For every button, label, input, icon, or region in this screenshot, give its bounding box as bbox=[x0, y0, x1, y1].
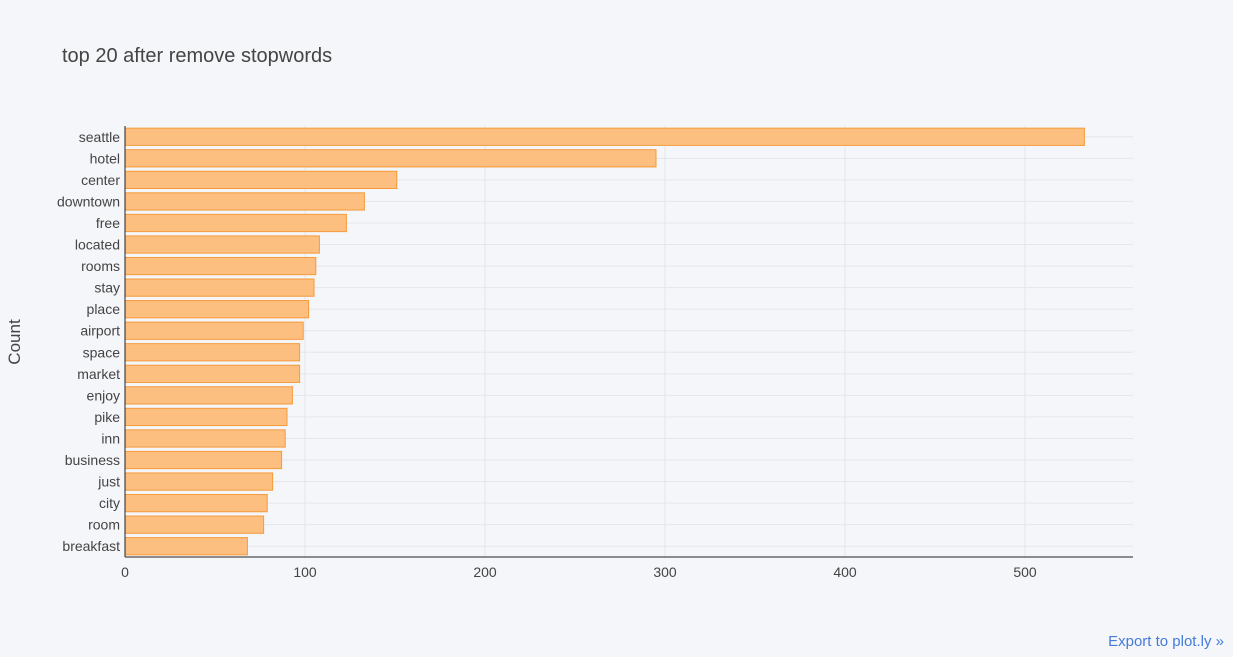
y-tick-label: business bbox=[65, 452, 120, 468]
chart-title: top 20 after remove stopwords bbox=[62, 45, 332, 67]
bar-room bbox=[124, 515, 265, 534]
bar-free bbox=[124, 213, 347, 233]
y-tick-label: enjoy bbox=[87, 387, 120, 403]
x-tick-label: 400 bbox=[833, 564, 857, 580]
bar-space bbox=[124, 343, 301, 362]
x-tick-label: 0 bbox=[121, 564, 129, 580]
x-tick-label: 300 bbox=[653, 564, 677, 580]
axes bbox=[124, 126, 1133, 558]
y-tick-label: inn bbox=[101, 430, 120, 446]
bar-stay bbox=[124, 278, 315, 297]
bar-seattle bbox=[124, 127, 1085, 146]
bar-market bbox=[124, 364, 301, 383]
bars bbox=[124, 127, 1085, 556]
x-tick-label: 100 bbox=[293, 564, 317, 580]
y-tick-label: market bbox=[77, 366, 120, 382]
y-tick-label: breakfast bbox=[62, 538, 120, 554]
y-tick-label: just bbox=[97, 474, 120, 490]
x-tick-label: 200 bbox=[473, 564, 497, 580]
gridlines bbox=[125, 126, 1133, 557]
bar-business bbox=[124, 450, 283, 470]
y-tick-label: stay bbox=[94, 280, 120, 296]
y-axis-title: Count bbox=[5, 319, 24, 365]
y-tick-label: pike bbox=[94, 409, 120, 425]
y-tick-label: space bbox=[83, 344, 121, 360]
bar-center bbox=[124, 170, 398, 189]
x-tick-label: 500 bbox=[1013, 564, 1037, 580]
y-tick-label: place bbox=[87, 301, 121, 317]
bar-enjoy bbox=[124, 386, 293, 405]
y-tick-label: hotel bbox=[90, 150, 120, 166]
bar-hotel bbox=[124, 149, 657, 168]
y-tick-label: seattle bbox=[79, 129, 120, 145]
y-tick-label: located bbox=[75, 237, 120, 253]
y-tick-label: airport bbox=[80, 323, 120, 339]
bar-located bbox=[124, 235, 320, 254]
bar-place bbox=[124, 300, 310, 319]
bar-inn bbox=[124, 429, 286, 448]
tick-labels: seattle hotel center downtown free located roo… bbox=[57, 129, 1037, 580]
bar-breakfast bbox=[124, 537, 248, 556]
y-tick-label: center bbox=[81, 172, 120, 188]
bar-rooms bbox=[124, 256, 317, 276]
y-tick-label: rooms bbox=[81, 258, 120, 274]
bar-just bbox=[124, 472, 274, 491]
bar-downtown bbox=[124, 192, 365, 211]
export-to-plotly-link[interactable]: Export to plot.ly » bbox=[1108, 633, 1224, 650]
y-tick-label: free bbox=[96, 215, 120, 231]
y-tick-label: downtown bbox=[57, 193, 120, 209]
bar-city bbox=[124, 494, 268, 513]
y-tick-label: city bbox=[99, 495, 120, 511]
bar-pike bbox=[124, 407, 288, 427]
y-tick-label: room bbox=[88, 517, 120, 533]
bar-airport bbox=[124, 321, 304, 340]
